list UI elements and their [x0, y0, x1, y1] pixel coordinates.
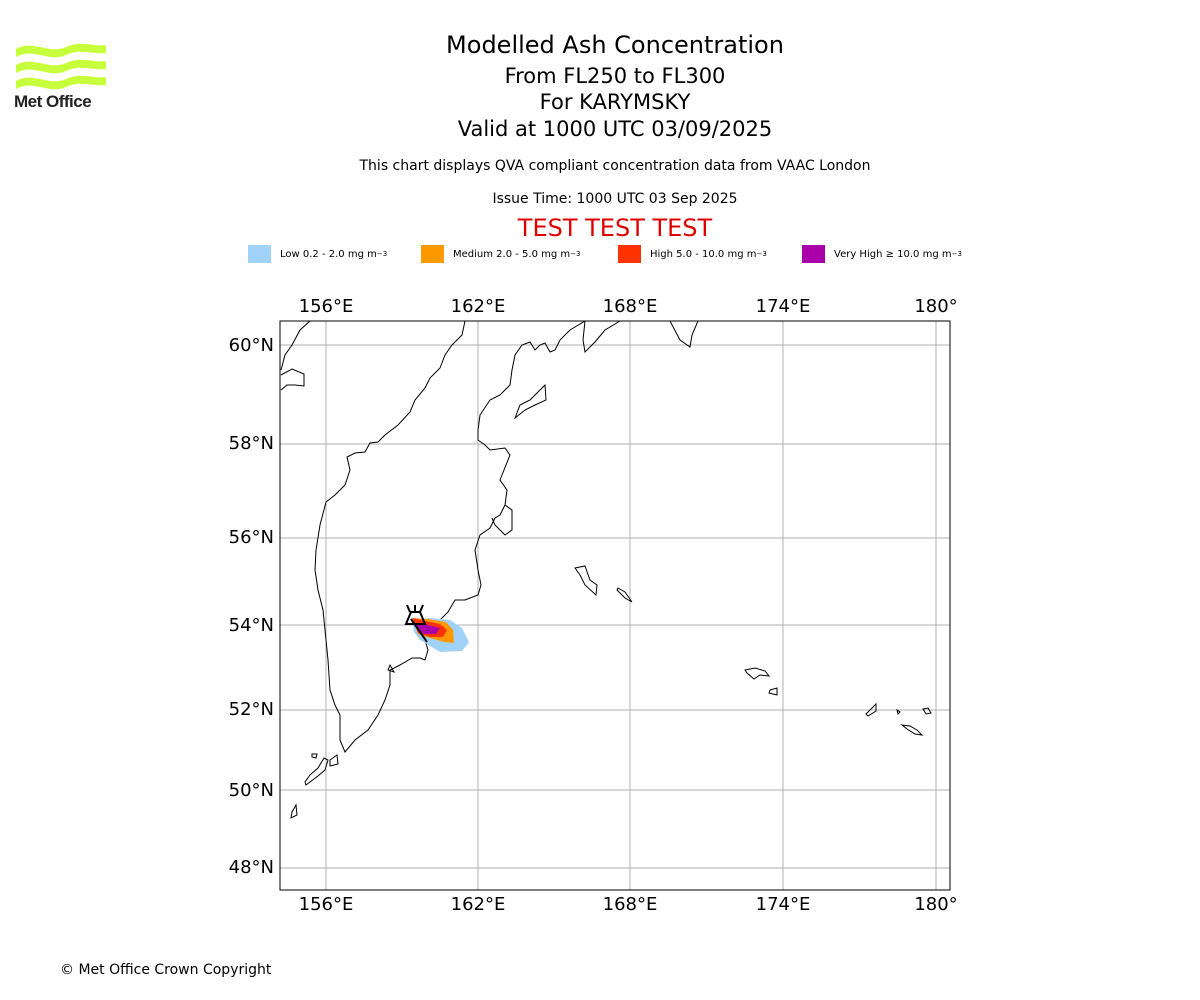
- legend-item-medium: Medium 2.0 - 5.0 mg m −3: [421, 245, 580, 263]
- legend-swatch-high: [618, 245, 641, 263]
- legend-label-high: High 5.0 - 10.0 mg m: [650, 248, 757, 260]
- volcano-icon: [404, 604, 428, 643]
- lat-label: 52°N: [229, 699, 274, 720]
- lon-label: 168°E: [603, 296, 658, 317]
- legend-swatch-medium: [421, 245, 444, 263]
- lat-label: 56°N: [229, 527, 274, 548]
- lon-label: 180°: [914, 894, 957, 915]
- issue-time: Issue Time: 1000 UTC 03 Sep 2025: [492, 191, 738, 207]
- lon-label: 156°E: [299, 296, 354, 317]
- legend-item-very-high: Very High ≥ 10.0 mg m −3: [802, 245, 962, 263]
- coastlines: [280, 321, 932, 819]
- map-frame: [279, 320, 951, 891]
- lon-label: 162°E: [451, 894, 506, 915]
- legend-unit-exponent: −3: [376, 250, 388, 258]
- copyright-notice: © Met Office Crown Copyright: [60, 962, 272, 978]
- legend-item-high: High 5.0 - 10.0 mg m −3: [618, 245, 767, 263]
- logo-text: Met Office: [14, 92, 92, 111]
- lon-label: 174°E: [756, 296, 811, 317]
- met-office-logo-icon: [16, 43, 106, 90]
- lat-label: 58°N: [229, 433, 274, 454]
- lat-label: 54°N: [229, 615, 274, 636]
- legend-unit-exponent: −3: [951, 250, 962, 258]
- flight-level-range: From FL250 to FL300: [504, 64, 726, 88]
- lat-label: 50°N: [229, 780, 274, 801]
- lon-label: 174°E: [756, 894, 811, 915]
- legend-swatch-very-high: [802, 245, 825, 263]
- legend-label-medium: Medium 2.0 - 5.0 mg m: [453, 248, 571, 260]
- lon-label: 162°E: [451, 296, 506, 317]
- legend-item-low: Low 0.2 - 2.0 mg m −3: [248, 245, 387, 263]
- test-banner: TEST TEST TEST: [517, 214, 713, 242]
- legend-unit-exponent: −3: [756, 250, 767, 258]
- valid-time: Valid at 1000 UTC 03/09/2025: [457, 117, 773, 141]
- lon-labels-top: 156°E 162°E 168°E 174°E 180°: [299, 296, 958, 317]
- lon-labels-bottom: 156°E 162°E 168°E 174°E 180°: [299, 894, 958, 915]
- lat-label: 60°N: [229, 335, 274, 356]
- lat-labels: 60°N 58°N 56°N 54°N 52°N 50°N 48°N: [229, 335, 274, 878]
- volcano-name: For KARYMSKY: [539, 90, 691, 114]
- lat-label: 48°N: [229, 857, 274, 878]
- legend-label-very-high: Very High ≥ 10.0 mg m: [834, 248, 952, 260]
- legend-unit-exponent: −3: [570, 250, 581, 258]
- lon-label: 156°E: [299, 894, 354, 915]
- chart-title: Modelled Ash Concentration: [446, 31, 784, 59]
- lon-label: 168°E: [603, 894, 658, 915]
- map-gridlines: [280, 321, 950, 890]
- legend-label-low: Low 0.2 - 2.0 mg m: [280, 248, 377, 260]
- lon-label: 180°: [914, 296, 957, 317]
- qva-note: This chart displays QVA compliant concen…: [359, 158, 871, 174]
- legend-swatch-low: [248, 245, 271, 263]
